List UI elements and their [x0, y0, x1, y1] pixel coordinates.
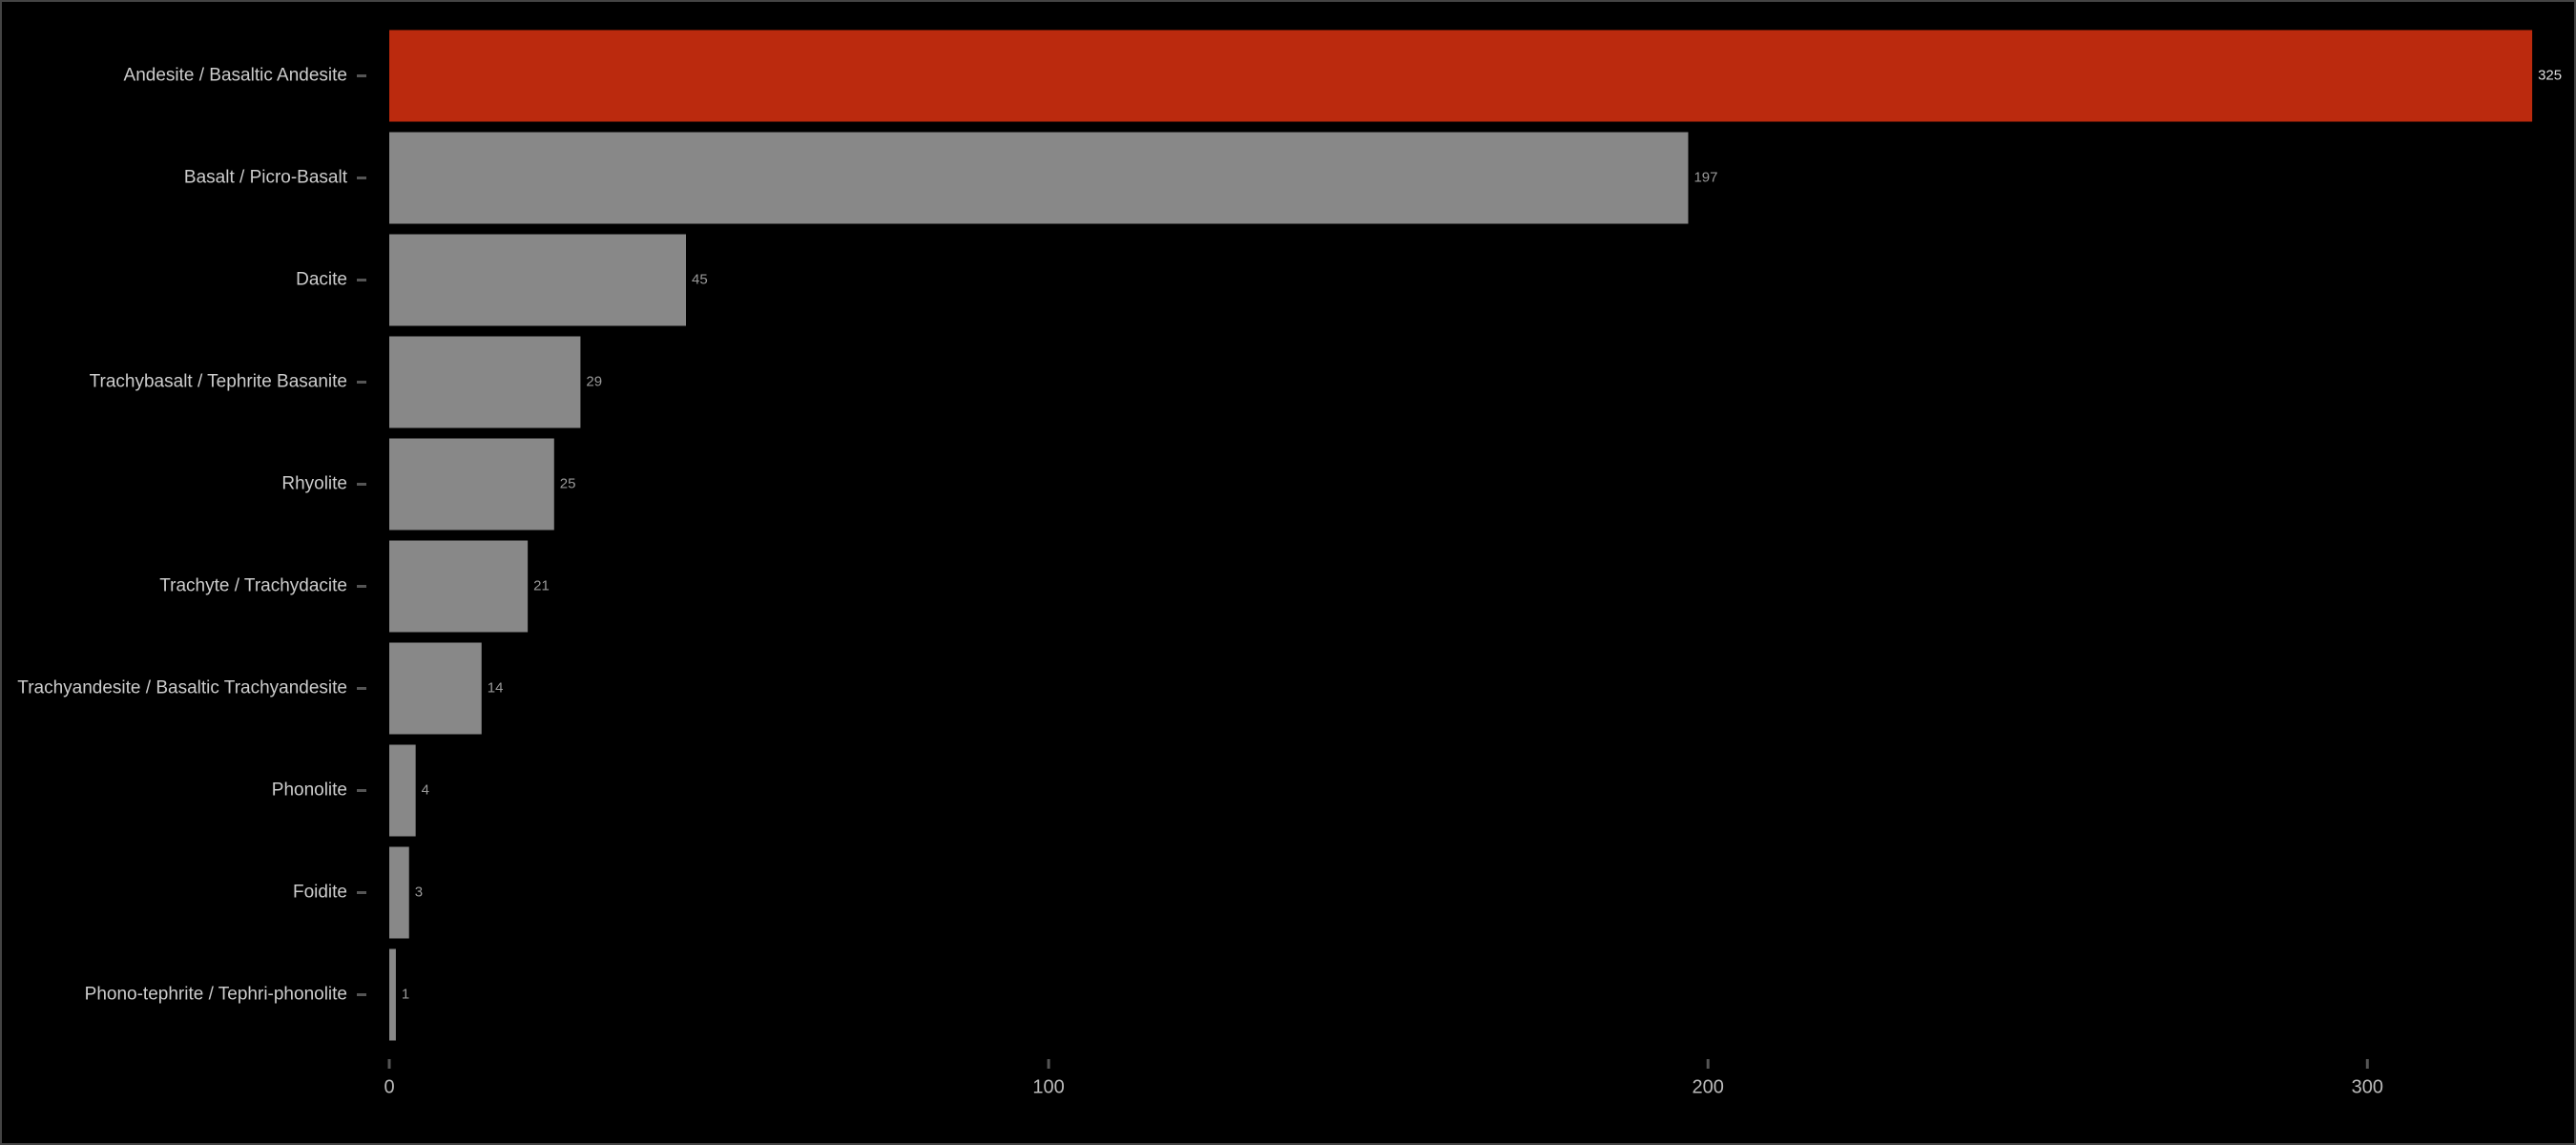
- bar: [389, 642, 482, 735]
- bar: [389, 846, 409, 939]
- y-tick-label: Rhyolite: [281, 474, 347, 494]
- y-tick-label: Phono-tephrite / Tephri-phonolite: [85, 985, 347, 1005]
- y-tick-label: Trachybasalt / Tephrite Basanite: [90, 372, 347, 392]
- y-tick-label: Dacite: [296, 270, 347, 290]
- x-tick-label: 100: [1032, 1076, 1064, 1097]
- y-tick-label: Andesite / Basaltic Andesite: [124, 66, 347, 86]
- value-label: 29: [586, 373, 602, 389]
- value-label: 21: [533, 577, 550, 593]
- value-label: 4: [422, 781, 429, 798]
- y-tick-label: Trachyandesite / Basaltic Trachyandesite: [17, 678, 347, 698]
- bar: [389, 744, 416, 837]
- x-tick-label: 300: [2352, 1076, 2383, 1097]
- y-tick-label: Trachyte / Trachydacite: [159, 576, 347, 596]
- bar: [389, 132, 1689, 224]
- bar: [389, 234, 686, 326]
- value-label: 197: [1693, 169, 1717, 185]
- bar: [389, 948, 396, 1041]
- bar: [389, 438, 554, 531]
- value-label: 325: [2538, 67, 2562, 83]
- bar: [389, 540, 529, 633]
- bar: [389, 336, 581, 428]
- value-label: 25: [560, 475, 576, 491]
- y-tick-label: Phonolite: [272, 781, 347, 801]
- x-tick-label: 200: [1693, 1076, 1724, 1097]
- value-label: 1: [402, 986, 409, 1002]
- value-label: 3: [415, 884, 423, 900]
- y-tick-label: Foidite: [293, 883, 347, 903]
- value-label: 14: [488, 679, 504, 696]
- value-label: 45: [692, 271, 708, 287]
- x-tick-label: 0: [384, 1076, 394, 1097]
- y-tick-label: Basalt / Picro-Basalt: [184, 168, 348, 188]
- bar: [389, 30, 2533, 122]
